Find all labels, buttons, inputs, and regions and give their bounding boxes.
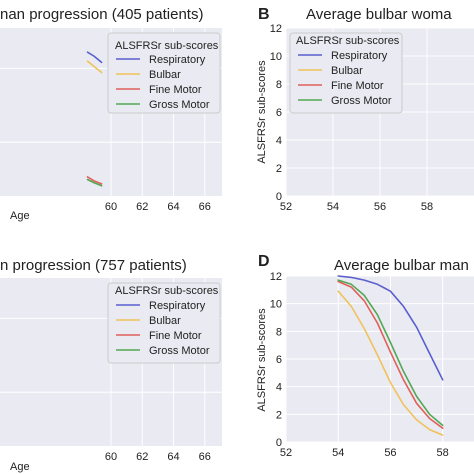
panel-a-legend-item-fine-motor: Fine Motor <box>116 84 202 96</box>
panel-b-legend-label-gross-motor: Gross Motor <box>331 95 392 107</box>
x-tick-label: 58 <box>437 447 449 459</box>
panel-b-letter: B <box>258 6 270 23</box>
panel-c-legend-label-respiratory: Respiratory <box>149 300 206 312</box>
y-tick-label: 0 <box>276 437 282 449</box>
panel-c-legend-label-fine-motor: Fine Motor <box>149 330 202 342</box>
x-tick-label: 64 <box>167 451 179 463</box>
panel-b-legend-label-bulbar: Bulbar <box>331 65 363 77</box>
y-tick-label: 10 <box>270 51 282 63</box>
panel-a-legend-box <box>107 32 221 114</box>
panel-c-x-ticks: 60 62 64 66 <box>105 451 211 463</box>
panel-a-legend: ALSFRSr sub-scores Respiratory Bulbar Fi… <box>107 32 221 114</box>
panel-b-legend-label-fine-motor: Fine Motor <box>331 80 384 92</box>
panel-a-legend-label-respiratory: Respiratory <box>149 54 206 66</box>
panel-b-y-axis-label: ALSFRSr sub-scores <box>256 60 268 164</box>
series-line-fine-motor <box>337 280 444 430</box>
series-line-gross-motor <box>337 279 444 427</box>
x-tick-label: 56 <box>384 447 396 459</box>
panel-c-legend-item-respiratory: Respiratory <box>116 300 206 312</box>
y-tick-label: 2 <box>276 163 282 175</box>
panel-c-legend-item-gross-motor: Gross Motor <box>116 345 210 357</box>
x-tick-label: 54 <box>332 447 344 459</box>
panel-c-legend-label-bulbar: Bulbar <box>149 315 181 327</box>
y-tick-label: 12 <box>270 23 282 35</box>
panel-c: n progression (757 patients) 60 62 64 66 Ag… <box>0 257 222 473</box>
y-tick-label: 8 <box>276 326 282 338</box>
x-tick-label: 66 <box>199 201 211 213</box>
x-tick-label: 62 <box>136 451 148 463</box>
series-line-bulbar <box>86 60 103 74</box>
panel-a-legend-item-respiratory: Respiratory <box>116 54 206 66</box>
x-tick-label: 66 <box>199 451 211 463</box>
x-tick-label: 62 <box>136 201 148 213</box>
panel-d-grid <box>285 275 474 443</box>
panel-c-legend-title: ALSFRSr sub-scores <box>115 285 219 297</box>
x-tick-label: 64 <box>167 201 179 213</box>
panel-a-legend-item-bulbar: Bulbar <box>116 69 181 81</box>
panel-d: D Average bulbar man p 52 54 56 58 0 2 4 6 8 10 1… <box>256 253 474 459</box>
series-line-bulbar <box>337 290 444 436</box>
y-tick-label: 10 <box>270 299 282 311</box>
y-tick-label: 4 <box>276 382 282 394</box>
x-tick-label: 52 <box>280 447 292 459</box>
panel-a-title: nan progression (405 patients) <box>0 6 203 23</box>
y-tick-label: 12 <box>270 271 282 283</box>
panel-d-series <box>337 275 444 436</box>
panel-c-title: n progression (757 patients) <box>0 257 187 274</box>
panel-d-y-axis-label: ALSFRSr sub-scores <box>256 308 268 412</box>
y-tick-label: 6 <box>276 107 282 119</box>
panel-a: nan progression (405 patients) 60 62 64 66 … <box>0 6 222 222</box>
panel-c-x-axis-label: Age <box>10 461 30 473</box>
x-tick-label: 60 <box>105 201 117 213</box>
panel-b-x-ticks: 52 54 56 58 <box>280 201 433 213</box>
panel-b-y-ticks: 0 2 4 6 8 10 12 <box>270 23 282 203</box>
panel-d-letter: D <box>258 253 270 270</box>
x-tick-label: 54 <box>327 201 339 213</box>
series-line-gross-motor <box>86 178 103 187</box>
panel-c-legend-item-fine-motor: Fine Motor <box>116 330 202 342</box>
panel-c-legend-item-bulbar: Bulbar <box>116 315 181 327</box>
panel-b-legend-item-respiratory: Respiratory <box>298 50 388 62</box>
panel-b-legend-item-fine-motor: Fine Motor <box>298 80 384 92</box>
panel-a-legend-item-gross-motor: Gross Motor <box>116 99 210 111</box>
panel-d-y-ticks: 0 2 4 6 8 10 12 <box>270 271 282 449</box>
y-tick-label: 2 <box>276 409 282 421</box>
panel-a-series <box>86 51 103 187</box>
series-line-respiratory <box>86 51 103 64</box>
panel-b-legend-item-bulbar: Bulbar <box>298 65 363 77</box>
panel-b-legend-box <box>289 32 403 114</box>
x-tick-label: 52 <box>280 201 292 213</box>
panel-b-legend: ALSFRSr sub-scores Respiratory Bulbar Fi… <box>289 32 403 114</box>
panel-a-legend-title: ALSFRSr sub-scores <box>115 40 219 52</box>
panel-c-legend: ALSFRSr sub-scores Respiratory Bulbar Fi… <box>107 282 221 364</box>
panel-b-legend-label-respiratory: Respiratory <box>331 50 388 62</box>
y-tick-label: 0 <box>276 191 282 203</box>
x-tick-label: 56 <box>374 201 386 213</box>
panel-a-x-axis-label: Age <box>10 210 30 222</box>
panel-a-x-ticks: 60 62 64 66 <box>105 201 211 213</box>
panel-b-title: Average bulbar woma <box>306 6 452 23</box>
y-tick-label: 6 <box>276 354 282 366</box>
panel-c-legend-box <box>107 282 221 364</box>
panel-a-legend-label-gross-motor: Gross Motor <box>149 99 210 111</box>
panel-b-legend-title: ALSFRSr sub-scores <box>296 35 400 47</box>
series-line-fine-motor <box>86 176 103 185</box>
y-tick-label: 8 <box>276 79 282 91</box>
panel-d-x-ticks: 52 54 56 58 <box>280 447 449 459</box>
panel-a-legend-label-bulbar: Bulbar <box>149 69 181 81</box>
series-line-respiratory <box>337 275 444 381</box>
x-tick-label: 58 <box>421 201 433 213</box>
panel-c-legend-label-gross-motor: Gross Motor <box>149 345 210 357</box>
panel-a-legend-label-fine-motor: Fine Motor <box>149 84 202 96</box>
panel-b: B Average bulbar woma 52 54 56 58 0 2 4 6 8 10 12… <box>256 6 474 213</box>
y-tick-label: 4 <box>276 135 282 147</box>
x-tick-label: 60 <box>105 451 117 463</box>
panel-b-legend-item-gross-motor: Gross Motor <box>298 95 392 107</box>
panel-d-title: Average bulbar man p <box>334 257 474 274</box>
